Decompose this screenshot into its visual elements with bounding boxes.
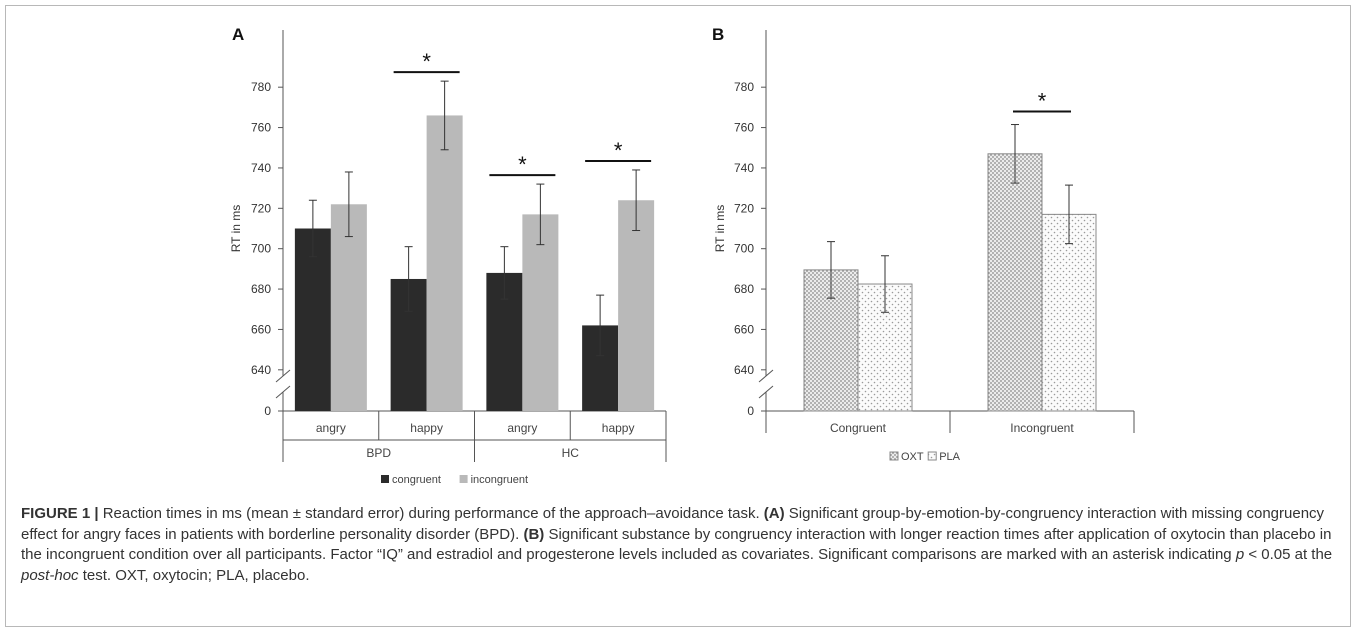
panel-a-category-label-3: happy: [602, 421, 635, 435]
panel-b-legend-swatch-OXT: [889, 451, 899, 461]
panel-b-y-tick-label-1: 660: [734, 322, 754, 336]
panel-b-category-label-1: Incongruent: [1010, 421, 1074, 435]
panel-b-y-tick-label-6: 760: [734, 121, 754, 135]
caption-label: FIGURE 1 |: [21, 505, 99, 522]
panel-b-y-tick-label-4: 720: [734, 201, 754, 215]
panel-a-axis-break-mark-1: [275, 369, 291, 383]
panel-a-legend-label-congruent: congruent: [392, 474, 441, 486]
panel-a-bar-incongruent-1: [426, 115, 463, 411]
caption-panel-a-marker: (A): [763, 505, 785, 522]
panel-b-y-tick-label-2: 680: [734, 282, 754, 296]
panel-a-y-tick-label-3: 700: [251, 242, 271, 256]
panel-a-y-tick-label-zero: 0: [264, 404, 271, 418]
panel-b-y-tick-label-zero: 0: [747, 404, 754, 418]
panel-a-significance-marker-3: *: [614, 138, 623, 163]
panel-a-axis-break-mark-2: [275, 385, 291, 399]
panel-b-y-tick-label-0: 640: [734, 363, 754, 377]
panel-a-bar-incongruent-2: [522, 214, 559, 411]
panel-a-y-tick-label-2: 680: [251, 282, 271, 296]
panel-a-bar-incongruent-0: [330, 204, 367, 411]
figure-frame: [5, 5, 1351, 627]
panel-a-significance-marker-1: *: [422, 49, 431, 74]
caption-text-5: test. OXT, oxytocin; PLA, placebo.: [78, 566, 310, 584]
caption-text-4: < 0.05 at the: [1244, 546, 1333, 563]
panel-b-significance-marker-1: *: [1038, 89, 1047, 114]
panel-b-axis-break-mark-1: [758, 369, 774, 383]
figure-caption: FIGURE 1 | Reaction times in ms (mean ± …: [21, 504, 1336, 586]
panel-a-y-tick-label-1: 660: [251, 322, 271, 336]
caption-text-2: Significant group-by-emotion-by-congruen…: [21, 505, 1325, 543]
panel-b-legend-swatch-PLA: [927, 451, 937, 461]
panel-a-label: A: [232, 25, 244, 44]
panel-a-category-label-0: angry: [316, 421, 346, 435]
caption-posthoc: post-hoc: [21, 566, 79, 584]
panel-a-bar-incongruent-3: [618, 200, 655, 411]
figure-charts: A 640 660 680 700 720 740 760 780 0 RT in ms angry *…: [229, 25, 1135, 486]
panel-a-y-tick-label-6: 760: [251, 121, 271, 135]
panel-a-category-label-1: happy: [410, 421, 443, 435]
panel-a-legend-swatch-congruent: [381, 475, 389, 483]
panel-a-y-axis-label: RT in ms: [229, 205, 243, 253]
panel-a-group-label-1: HC: [562, 446, 580, 460]
panel-b-y-axis-label: RT in ms: [713, 205, 727, 253]
panel-a-category-label-2: angry: [507, 421, 537, 435]
panel-a-y-tick-label-5: 740: [251, 161, 271, 175]
panel-b-y-tick-label-3: 700: [734, 242, 754, 256]
caption-text-3: Significant substance by congruency inte…: [21, 525, 1332, 564]
panel-b-legend-label-PLA: PLA: [939, 451, 960, 463]
panel-b-category-label-0: Congruent: [830, 421, 887, 435]
panel-a-y-tick-label-4: 720: [251, 201, 271, 215]
panel-b-y-tick-label-5: 740: [734, 161, 754, 175]
panel-b-bar-OXT-1: [987, 153, 1043, 412]
panel-a-group-label-0: BPD: [366, 446, 391, 460]
panel-b-legend-label-OXT: OXT: [901, 451, 924, 463]
caption-p-symbol: p: [1235, 546, 1245, 563]
panel-b-label: B: [712, 25, 724, 44]
panel-b-axis-break-mark-2: [758, 385, 774, 399]
panel-a-significance-marker-2: *: [518, 152, 527, 177]
caption-panel-b-marker: (B): [523, 525, 545, 543]
caption-text-1: Reaction times in ms (mean ± standard er…: [98, 505, 764, 522]
panel-b-y-tick-label-7: 780: [734, 80, 754, 94]
panel-b-bar-PLA-1: [1041, 213, 1097, 412]
panel-a-bar-congruent-0: [294, 228, 331, 411]
panel-a-legend-label-incongruent: incongruent: [471, 474, 528, 486]
panel-a-y-tick-label-7: 780: [251, 80, 271, 94]
panel-a-y-tick-label-0: 640: [251, 363, 271, 377]
panel-a-legend-swatch-incongruent: [459, 475, 468, 483]
